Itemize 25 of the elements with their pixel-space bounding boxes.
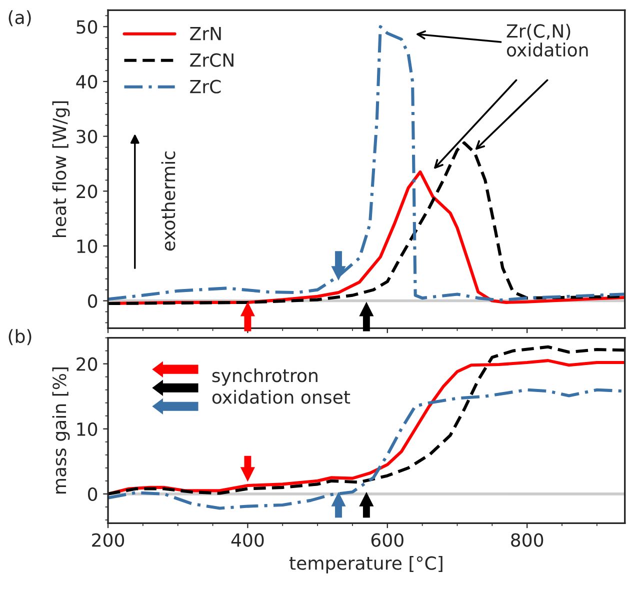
y-tick-label: 10 — [77, 422, 98, 436]
y-tick-label: 10 — [77, 239, 98, 254]
annotation: Zr(C,N) oxidation — [506, 24, 588, 57]
legend-label: ZrC — [190, 80, 221, 94]
y-tick-label: 0 — [88, 487, 98, 502]
annotation: synchrotron oxidation onset — [212, 368, 350, 404]
text: (b) — [8, 329, 32, 346]
x-tick-label: 200 — [92, 533, 124, 547]
x-tick-label: 800 — [511, 533, 544, 547]
text: (a) — [8, 10, 31, 26]
legend-label: ZrN — [190, 27, 221, 40]
y-tick-label: 20 — [76, 357, 98, 371]
annotation: exothermic — [161, 152, 176, 251]
y-tick-label: 40 — [76, 74, 98, 89]
y-axis-title: mass gain [%] — [52, 367, 70, 494]
y-tick-label: 50 — [76, 20, 98, 34]
y-tick-label: 20 — [76, 184, 98, 198]
y-axis-title: heat flow [W/g] — [52, 101, 70, 237]
x-axis-title: temperature [°C] — [289, 556, 442, 574]
x-tick-label: 400 — [231, 533, 264, 547]
legend-label: ZrCN — [190, 53, 234, 67]
y-tick-label: 0 — [88, 294, 98, 308]
x-tick-label: 600 — [371, 533, 404, 547]
line-series — [108, 25, 625, 302]
y-tick-label: 30 — [76, 130, 98, 144]
